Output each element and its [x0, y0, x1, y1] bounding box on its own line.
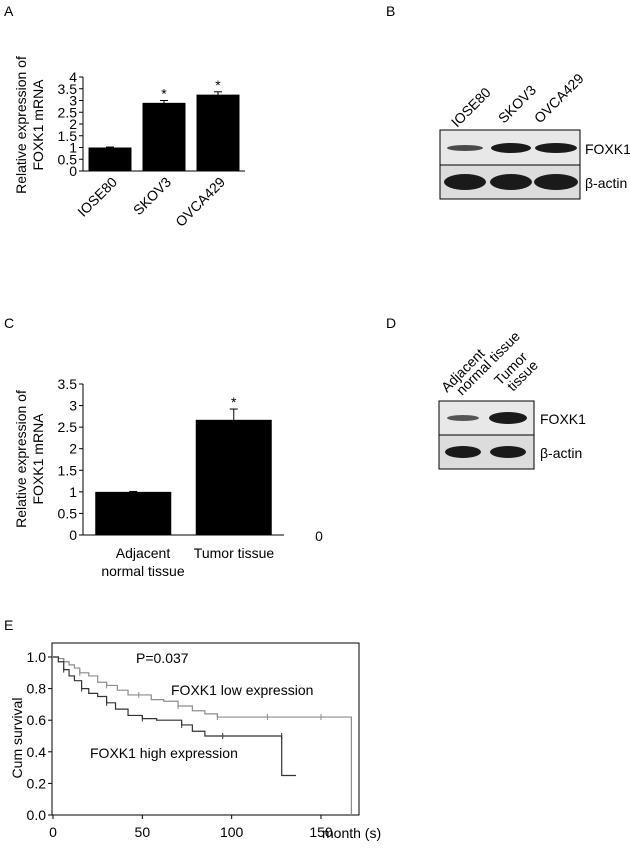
panel-c-ylabel-line1: Relative expression of [13, 390, 29, 528]
y-tick-label: 1 [69, 140, 77, 156]
panel-e-low-label: FOXK1 low expression [171, 682, 313, 698]
y-tick-label: 0 [69, 527, 77, 543]
panel-e-xlabel: month (s) [322, 825, 381, 841]
panel-c-stray-label: 0 [315, 528, 323, 544]
panel-b-actin-band [490, 174, 532, 190]
y-tick-label: 2 [69, 441, 77, 457]
y-tick-label: 0 [69, 163, 77, 179]
panel-d-actin-band [445, 446, 481, 458]
x-tick-label: 0 [49, 824, 57, 840]
bar [142, 102, 186, 171]
panel-d-foxk1-band [447, 415, 479, 421]
y-tick-label: 1.0 [27, 649, 47, 665]
bar [196, 94, 240, 171]
panel-d-foxk1-label: FOXK1 [540, 411, 586, 427]
panel-d: D Adjacent normal tissue Tumor tissue FO… [386, 315, 586, 470]
y-tick-label: 3 [69, 93, 77, 109]
y-tick-label: 3.5 [58, 376, 78, 392]
panel-e-high-label: FOXK1 high expression [90, 745, 238, 761]
y-tick-label: 2.5 [58, 419, 78, 435]
panel-c-letter: C [4, 315, 14, 331]
panel-c-category-label: Adjacent [116, 545, 171, 561]
y-tick-label: 0.4 [27, 744, 47, 760]
y-tick-label: 1.5 [58, 462, 78, 478]
y-tick-label: 0.5 [58, 505, 78, 521]
panel-b-actin-band [534, 174, 578, 190]
x-category-label: SKOV3 [130, 174, 174, 218]
significance-marker: * [161, 86, 167, 102]
panel-c-bar-chart: 0 0.5 1 1.5 2 2.5 3 3.5 * [58, 376, 284, 543]
panel-b-lane-label: IOSE80 [448, 84, 494, 130]
panel-b-foxk1-band [447, 145, 483, 151]
panel-b-foxk1-band [491, 143, 531, 153]
panel-a: A Relative expression of FOXK1 mRNA 00.5… [4, 3, 245, 230]
y-tick-label: 0.8 [27, 681, 47, 697]
x-category-label: IOSE80 [74, 174, 120, 220]
panel-e-survival-chart: 0.0 0.2 0.4 0.6 0.8 1.0 0 50 100 150 [27, 642, 360, 840]
panel-b-lane-label: SKOV3 [495, 82, 539, 126]
panel-a-ylabel-line1: Relative expression of [13, 56, 29, 194]
bar [95, 491, 172, 535]
x-tick-label: 50 [135, 824, 151, 840]
panel-b-foxk1-label: FOXK1 [585, 141, 630, 157]
significance-marker: * [215, 77, 221, 93]
y-tick-label: 3.5 [58, 81, 78, 97]
low-expression-curve [53, 656, 352, 815]
panel-a-ylabel-line2: FOXK1 mRNA [30, 79, 46, 171]
panel-e: E Cum survival 0.0 0.2 0.4 0.6 0.8 1.0 0 50 100 1… [4, 617, 381, 841]
y-tick-label: 2 [69, 116, 77, 132]
y-tick-label: 3 [69, 398, 77, 414]
panel-c: C Relative expression of FOXK1 mRNA 0 0.5… [4, 315, 323, 579]
panel-b-actin-label: β-actin [585, 175, 627, 191]
panel-c-category-label: normal tissue [101, 563, 184, 579]
significance-marker: * [231, 394, 237, 410]
bar [195, 419, 272, 535]
y-tick-label: 2.5 [58, 104, 78, 120]
panel-b-actin-band [444, 174, 486, 190]
plot-frame [51, 642, 360, 816]
panel-d-actin-label: β-actin [540, 445, 582, 461]
panel-d-letter: D [386, 315, 396, 331]
panel-e-letter: E [4, 617, 13, 633]
y-tick-label: 0.2 [27, 775, 47, 791]
bar [88, 147, 132, 171]
panel-b-letter: B [386, 3, 395, 19]
panel-c-ylabel-line2: FOXK1 mRNA [30, 413, 46, 505]
panel-a-letter: A [4, 3, 14, 19]
y-tick-label: 0.0 [27, 807, 47, 823]
x-category-label: OVCA429 [172, 174, 228, 230]
y-tick-label: 0.5 [58, 151, 78, 167]
x-tick-label: 100 [220, 824, 244, 840]
panel-b-lane-label: OVCA429 [531, 70, 587, 126]
panel-b-foxk1-band [535, 143, 577, 153]
panel-d-foxk1-band [489, 412, 527, 424]
panel-d-actin-band [490, 446, 526, 458]
y-tick-label: 1.5 [58, 128, 78, 144]
y-tick-label: 1 [69, 484, 77, 500]
panel-c-category-label: Tumor tissue [194, 545, 275, 561]
x-tick-label: 150 [309, 824, 333, 840]
y-tick-label: 4 [69, 69, 77, 85]
panel-e-pvalue: P=0.037 [136, 650, 189, 666]
panel-b: B IOSE80 SKOV3 OVCA429 FOXK1 β-actin [386, 3, 630, 200]
y-tick-label: 0.6 [27, 712, 47, 728]
panel-a-bar-chart: 00.511.522.533.54 IOSE80 * SKOV3 * OVCA429 [58, 69, 245, 230]
panel-e-ylabel: Cum survival [9, 698, 25, 779]
high-expression-curve [53, 656, 296, 777]
